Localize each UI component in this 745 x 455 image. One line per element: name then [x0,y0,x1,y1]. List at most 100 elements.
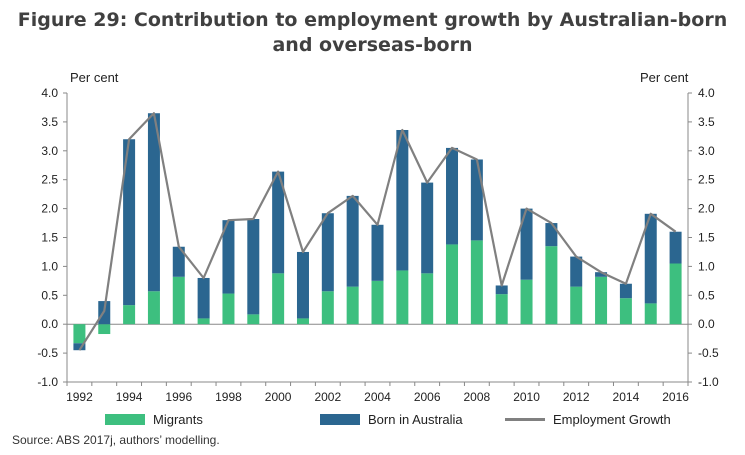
bar-born-in-australia [147,113,160,292]
right-y-tick-label: 0.0 [698,317,715,331]
bar-born-in-australia [172,246,185,277]
legend-item-migrants: Migrants [105,412,203,427]
chart-legend: Migrants Born in Australia Employment Gr… [0,412,745,430]
bar-born-in-australia [247,219,260,315]
bar-born-in-australia [495,285,508,295]
x-tick-label: 2010 [513,390,540,404]
x-tick-label: 2008 [464,390,491,404]
legend-swatch-employment-growth [505,418,545,421]
bar-migrants [421,273,434,325]
right-y-tick-label: 2.0 [698,202,715,216]
legend-swatch-born-in-australia [320,414,360,425]
x-tick-label: 2002 [314,390,341,404]
left-y-tick-label: 4.0 [41,86,58,100]
left-y-tick-label: 3.5 [41,115,58,129]
bar-born-in-australia [346,195,359,287]
right-y-tick-label: 1.0 [698,259,715,273]
bar-migrants [123,305,136,325]
bar-born-in-australia [446,147,459,245]
left-y-tick-label: 1.5 [41,231,58,245]
bar-migrants [222,293,235,325]
left-y-tick-label: -1.0 [37,375,58,389]
right-axis-unit-label: Per cent [640,70,689,85]
bar-born-in-australia [73,343,86,351]
source-note: Source: ABS 2017j, authors’ modelling. [12,433,220,447]
right-y-tick-label: 1.5 [698,231,715,245]
bar-migrants [98,324,111,335]
x-tick-label: 2004 [364,390,391,404]
bar-born-in-australia [321,213,334,292]
bar-migrants [371,280,384,325]
bar-migrants [247,314,260,325]
bar-born-in-australia [371,224,384,281]
bar-migrants [73,324,86,344]
bar-born-in-australia [296,251,309,319]
bar-migrants [396,270,409,325]
bar-born-in-australia [197,277,210,319]
right-y-tick-label: -0.5 [698,346,719,360]
bar-migrants [172,276,185,325]
bar-born-in-australia [123,139,136,306]
bar-born-in-australia [619,283,632,299]
left-y-tick-label: 2.0 [41,202,58,216]
legend-label-employment-growth: Employment Growth [553,412,671,427]
bar-born-in-australia [545,223,558,247]
right-y-tick-label: 0.5 [698,288,715,302]
bar-migrants [296,318,309,325]
line-employment-growth [78,112,677,351]
bar-migrants [321,291,334,325]
x-tick-label: 2016 [662,390,689,404]
left-axis-unit-label: Per cent [70,70,119,85]
bar-migrants [644,303,657,325]
x-tick-label: 2006 [414,390,441,404]
left-y-tick-label: 2.5 [41,173,58,187]
bar-migrants [619,298,632,325]
bar-born-in-australia [595,272,608,277]
x-tick-label: 2012 [563,390,590,404]
right-y-tick-label: -1.0 [698,375,719,389]
bar-migrants [669,263,682,325]
bar-born-in-australia [669,231,682,264]
left-y-tick-label: 3.0 [41,144,58,158]
right-y-tick-label: 3.0 [698,144,715,158]
right-y-tick-label: 2.5 [698,173,715,187]
bar-born-in-australia [570,256,583,287]
legend-label-migrants: Migrants [153,412,203,427]
left-y-tick-label: -0.5 [37,346,58,360]
chart-title-line-2: and overseas-born [272,34,473,56]
bar-born-in-australia [470,159,483,241]
legend-swatch-migrants [105,414,145,425]
bar-migrants [570,286,583,325]
chart-title-line-1: Figure 29: Contribution to employment gr… [17,9,728,31]
right-y-tick-label: 3.5 [698,115,715,129]
legend-label-born-in-australia: Born in Australia [368,412,463,427]
bar-migrants [346,286,359,325]
right-y-tick-label: 4.0 [698,86,715,100]
bar-born-in-australia [644,213,657,304]
bar-born-in-australia [222,220,235,294]
bar-migrants [595,276,608,325]
bar-migrants [197,318,210,325]
bar-born-in-australia [272,171,285,274]
bar-migrants [147,291,160,325]
bar-born-in-australia [421,182,434,274]
bar-born-in-australia [396,129,409,271]
bar-migrants [495,294,508,325]
bar-migrants [446,244,459,325]
x-tick-label: 2014 [613,390,640,404]
bar-migrants [520,279,533,325]
x-tick-label: 1996 [165,390,192,404]
legend-item-born-in-australia: Born in Australia [320,412,463,427]
chart-title: Figure 29: Contribution to employment gr… [0,8,745,58]
left-y-tick-label: 0.5 [41,288,58,302]
x-tick-label: 1994 [116,390,143,404]
bar-migrants [545,246,558,325]
left-y-tick-label: 0.0 [41,317,58,331]
bar-migrants [470,240,483,325]
bar-born-in-australia [520,208,533,280]
x-tick-label: 1992 [66,390,93,404]
left-y-tick-label: 1.0 [41,259,58,273]
x-tick-label: 1998 [215,390,242,404]
legend-item-employment-growth: Employment Growth [505,412,671,427]
